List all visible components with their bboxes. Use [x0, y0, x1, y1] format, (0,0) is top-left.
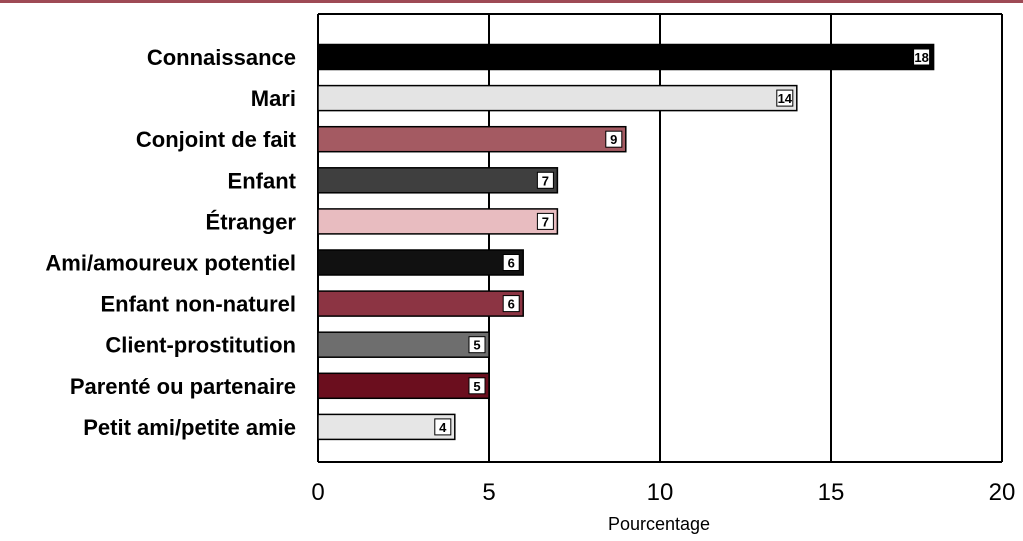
- x-tick-label-3: 15: [818, 479, 845, 506]
- category-label-8: Parenté ou partenaire: [70, 374, 296, 399]
- category-label-7: Client-prostitution: [105, 333, 296, 358]
- value-label-8: 5: [473, 379, 480, 394]
- bar-3: [317, 167, 559, 194]
- bar-8: [317, 372, 490, 400]
- bar-0: [317, 43, 935, 71]
- bar-2: [317, 125, 627, 153]
- value-label-box-5: [502, 254, 520, 271]
- x-axis: 0 5 10 15 20: [311, 461, 1016, 506]
- category-label-4: Étranger: [206, 209, 297, 234]
- category-label-6: Enfant non-naturel: [100, 292, 296, 317]
- category-label-5: Ami/amoureux potentiel: [45, 251, 296, 276]
- category-labels: Connaissance Mari Conjoint de fait Enfant Ét…: [45, 45, 296, 440]
- x-axis-title: Pourcentage: [608, 514, 710, 534]
- value-label-box-0: [913, 48, 931, 66]
- value-label-5: 6: [508, 256, 515, 271]
- category-label-1: Mari: [251, 86, 296, 111]
- category-label-9: Petit ami/petite amie: [83, 415, 296, 440]
- category-label-2: Conjoint de fait: [136, 127, 297, 152]
- bar-7: [317, 331, 490, 358]
- value-label-0: 18: [914, 50, 928, 65]
- category-label-0: Connaissance: [147, 45, 296, 70]
- value-label-6: 6: [508, 297, 515, 312]
- bar-4: [317, 208, 559, 235]
- value-label-4: 7: [542, 214, 549, 229]
- bar-6: [317, 290, 524, 317]
- bar-5: [317, 249, 524, 276]
- x-tick-label-4: 20: [989, 479, 1016, 506]
- x-tick-label-1: 5: [482, 479, 495, 506]
- value-label-1: 14: [778, 91, 793, 106]
- x-tick-label-0: 0: [311, 479, 324, 506]
- value-label-box-9: [434, 418, 452, 436]
- value-label-box-2: [605, 130, 623, 148]
- value-label-box-4: [536, 212, 554, 230]
- bars: 18 14 9 7 7 6 6 5 5 4: [317, 43, 935, 441]
- x-tick-label-2: 10: [647, 479, 674, 506]
- bar-9: [317, 413, 456, 441]
- value-label-9: 4: [439, 420, 447, 435]
- value-label-box-7: [468, 336, 486, 354]
- value-label-7: 5: [473, 338, 480, 353]
- value-label-3: 7: [542, 173, 549, 188]
- value-label-box-6: [502, 295, 520, 313]
- bar-1: [317, 84, 798, 112]
- value-label-box-8: [468, 377, 486, 395]
- value-label-2: 9: [610, 132, 617, 147]
- value-label-box-3: [536, 171, 554, 189]
- category-label-3: Enfant: [228, 168, 297, 193]
- value-label-box-1: [776, 89, 794, 107]
